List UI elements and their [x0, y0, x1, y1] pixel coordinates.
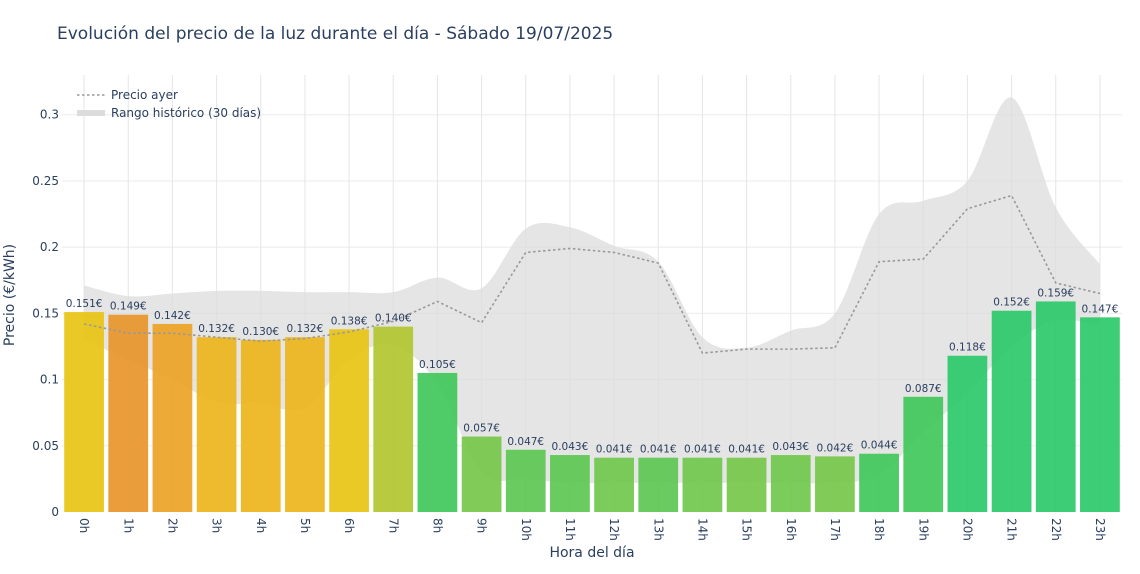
bar-value-label: 0.043€: [772, 441, 809, 453]
x-tick-label: 22h: [1049, 518, 1063, 541]
price-bar-9h[interactable]: [461, 436, 502, 512]
legend: Precio ayer Rango histórico (30 días): [77, 88, 261, 120]
bar-value-label: 0.152€: [993, 297, 1030, 309]
price-bar-20h[interactable]: [947, 355, 988, 512]
yesterday-price-line: [83, 194, 1101, 354]
bar-labels: 0.151€ 0.149€ 0.142€ 0.132€ 0.130€ 0.132€ 0.13…: [66, 287, 1119, 455]
price-bar-15h[interactable]: [726, 457, 767, 512]
bar-value-label: 0.138€: [331, 315, 368, 327]
y-tick-label: 0.05: [32, 439, 59, 453]
price-bar-21h[interactable]: [991, 310, 1032, 512]
bar-value-label: 0.149€: [110, 301, 147, 313]
price-bar-11h[interactable]: [550, 455, 590, 512]
x-tick-label: 10h: [519, 518, 533, 541]
legend-label-yesterday: Precio ayer: [111, 88, 178, 102]
y-tick-label: 0.2: [40, 240, 59, 254]
bar-value-label: 0.105€: [419, 359, 456, 371]
x-tick-label: 1h: [121, 518, 135, 533]
x-tick-label: 4h: [254, 518, 268, 533]
price-bar-2h[interactable]: [152, 323, 193, 512]
price-bar-17h[interactable]: [815, 456, 855, 512]
x-tick-label: 21h: [1005, 518, 1019, 541]
price-bar-23h[interactable]: [1080, 317, 1120, 512]
x-tick-label: 12h: [607, 518, 621, 541]
x-tick-label: 23h: [1093, 518, 1107, 541]
x-tick-label: 15h: [740, 518, 754, 541]
x-tick-label: 6h: [342, 518, 356, 533]
legend-band-swatch: [77, 110, 105, 116]
x-tick-label: 17h: [828, 518, 842, 541]
y-tick-label: 0: [51, 505, 59, 519]
bar-value-label: 0.047€: [507, 436, 544, 448]
price-bars: [64, 301, 1120, 512]
x-tick-label: 14h: [695, 518, 709, 541]
price-bar-4h[interactable]: [240, 339, 281, 512]
y-tick-label: 0.1: [40, 373, 59, 387]
price-bar-10h[interactable]: [505, 449, 546, 512]
price-bar-18h[interactable]: [859, 453, 899, 512]
bar-value-label: 0.041€: [728, 444, 765, 456]
price-bar-13h[interactable]: [638, 457, 679, 512]
y-axis-title: Precio (€/kWh): [2, 244, 18, 346]
price-bar-8h[interactable]: [417, 372, 458, 512]
legend-label-range: Rango histórico (30 días): [111, 106, 261, 120]
bar-value-label: 0.057€: [463, 423, 500, 435]
y-tick-label: 0.15: [32, 306, 59, 320]
bar-value-label: 0.130€: [242, 326, 279, 338]
bar-value-label: 0.151€: [66, 298, 103, 310]
yesterday-price-polyline: [83, 194, 1101, 354]
bar-value-label: 0.132€: [287, 323, 324, 335]
x-tick-label: 9h: [475, 518, 489, 533]
bar-value-label: 0.147€: [1082, 303, 1119, 315]
bar-value-label: 0.042€: [817, 442, 854, 454]
historical-range-band: [84, 97, 1100, 484]
chart-title: Evolución del precio de la luz durante e…: [57, 24, 613, 44]
x-tick-label: 0h: [77, 518, 91, 533]
price-bar-6h[interactable]: [329, 329, 369, 512]
price-bar-19h[interactable]: [903, 396, 944, 512]
x-tick-label: 16h: [784, 518, 798, 541]
bar-value-label: 0.041€: [684, 444, 721, 456]
x-tick-label: 19h: [916, 518, 930, 541]
price-bar-0h[interactable]: [64, 312, 104, 512]
axes: 0 0.05 0.1 0.15 0.2 0.25 0.3 0h 1h 2h 3h 4h 5h 6h 7h 8h…: [32, 108, 1107, 541]
historical-range-area: [84, 97, 1100, 484]
bar-value-label: 0.118€: [949, 342, 986, 354]
bar-value-label: 0.041€: [640, 444, 677, 456]
x-tick-label: 20h: [960, 518, 974, 541]
y-tick-label: 0.3: [40, 108, 59, 122]
x-tick-label: 13h: [651, 518, 665, 541]
bar-value-label: 0.044€: [861, 440, 898, 452]
y-tick-label: 0.25: [32, 174, 59, 188]
x-tick-label: 5h: [298, 518, 312, 533]
bar-value-label: 0.087€: [905, 383, 942, 395]
bar-value-label: 0.041€: [596, 444, 633, 456]
price-bar-14h[interactable]: [682, 457, 723, 512]
x-tick-label: 2h: [165, 518, 179, 533]
price-bar-12h[interactable]: [594, 457, 634, 512]
x-tick-label: 11h: [563, 518, 577, 541]
bar-value-label: 0.142€: [154, 310, 191, 322]
bar-value-label: 0.140€: [375, 313, 412, 325]
x-tick-label: 7h: [386, 518, 400, 533]
price-bar-22h[interactable]: [1035, 301, 1076, 512]
price-bar-1h[interactable]: [108, 314, 149, 512]
price-bar-5h[interactable]: [285, 337, 325, 512]
x-tick-label: 18h: [872, 518, 886, 541]
price-bar-7h[interactable]: [373, 326, 414, 512]
bar-value-label: 0.043€: [552, 441, 589, 453]
x-axis-title: Hora del día: [549, 545, 634, 561]
price-bar-3h[interactable]: [196, 337, 237, 512]
bar-value-label: 0.132€: [198, 323, 235, 335]
x-tick-label: 3h: [210, 518, 224, 533]
price-bar-16h[interactable]: [770, 455, 811, 512]
x-tick-label: 8h: [430, 518, 444, 533]
bar-value-label: 0.159€: [1037, 287, 1074, 299]
